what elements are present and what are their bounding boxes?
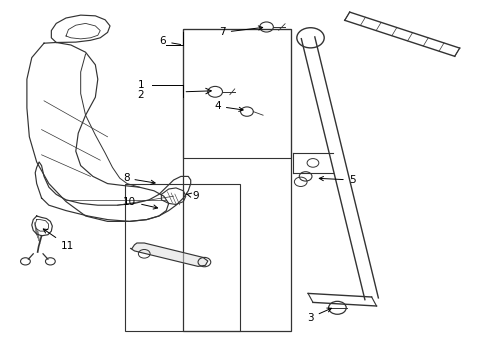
Polygon shape <box>130 243 207 266</box>
Text: 6: 6 <box>159 36 180 46</box>
Text: 3: 3 <box>306 308 331 323</box>
Text: 10: 10 <box>123 197 157 209</box>
Text: 9: 9 <box>186 191 199 201</box>
Text: 2: 2 <box>137 90 144 100</box>
Text: 8: 8 <box>122 173 155 184</box>
Text: 7: 7 <box>219 26 262 37</box>
Bar <box>124 184 239 331</box>
Text: 1: 1 <box>137 80 144 90</box>
Text: 4: 4 <box>214 101 243 111</box>
Text: 11: 11 <box>43 229 74 251</box>
Bar <box>183 29 290 158</box>
Bar <box>183 29 290 331</box>
Text: 5: 5 <box>319 175 355 185</box>
